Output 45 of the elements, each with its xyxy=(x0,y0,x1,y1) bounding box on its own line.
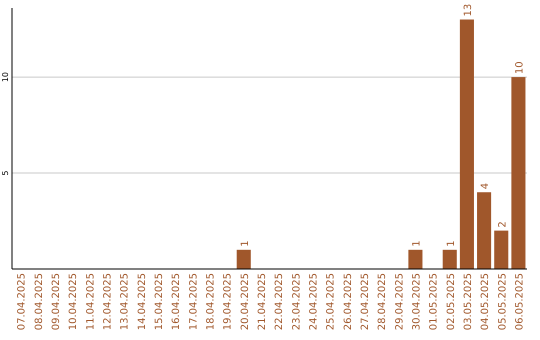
x-tick-label: 08.04.2025 xyxy=(34,273,45,330)
bar xyxy=(442,250,457,269)
bar xyxy=(494,230,508,269)
x-tick-label: 12.04.2025 xyxy=(102,273,114,330)
x-tick-label: 02.05.2025 xyxy=(446,273,457,330)
data-label: 10 xyxy=(514,61,526,74)
x-tick-label: 13.04.2025 xyxy=(120,273,131,330)
x-tick-label: 20.04.2025 xyxy=(240,273,251,330)
x-tick-label: 28.04.2025 xyxy=(377,273,388,330)
x-tick-label: 30.04.2025 xyxy=(411,273,422,330)
x-tick-label: 25.04.2025 xyxy=(326,273,337,330)
x-tick-label: 15.04.2025 xyxy=(154,273,165,330)
x-tick-label: 21.04.2025 xyxy=(256,273,268,330)
y-tick-label: 5 xyxy=(1,170,10,176)
x-tick-label: 22.04.2025 xyxy=(274,273,286,330)
x-tick-label: 11.04.2025 xyxy=(85,273,96,330)
data-label: 1 xyxy=(411,240,422,247)
bar xyxy=(408,250,422,269)
x-tick-label: 19.04.2025 xyxy=(222,273,234,330)
data-label: 1 xyxy=(240,240,251,247)
x-tick-label: 04.05.2025 xyxy=(480,273,492,330)
x-tick-label: 26.04.2025 xyxy=(342,273,354,330)
bar xyxy=(236,250,251,269)
bar xyxy=(477,192,492,269)
x-tick-label: 24.04.2025 xyxy=(308,273,320,330)
x-tick-label: 17.04.2025 xyxy=(188,273,200,330)
data-label: 13 xyxy=(462,4,474,17)
bar xyxy=(511,77,526,269)
x-tick-label: 16.04.2025 xyxy=(171,273,182,330)
x-tick-label: 23.04.2025 xyxy=(291,273,302,330)
x-tick-label: 09.04.2025 xyxy=(50,273,62,330)
x-tick-label: 06.05.2025 xyxy=(514,273,526,330)
bar xyxy=(460,20,474,269)
x-tick-label: 14.04.2025 xyxy=(136,273,148,330)
x-tick-label: 01.05.2025 xyxy=(428,273,440,330)
x-tick-label: 27.04.2025 xyxy=(360,273,371,330)
data-label: 1 xyxy=(446,240,457,247)
x-tick-label: 05.05.2025 xyxy=(497,273,508,330)
x-tick-label: 10.04.2025 xyxy=(68,273,80,330)
data-label: 4 xyxy=(480,182,492,190)
data-label: 2 xyxy=(497,221,508,228)
x-tick-label: 29.04.2025 xyxy=(394,273,406,330)
x-tick-label: 03.05.2025 xyxy=(462,273,474,330)
x-tick-label: 07.04.2025 xyxy=(16,273,28,330)
x-tick-label: 18.04.2025 xyxy=(205,273,216,330)
